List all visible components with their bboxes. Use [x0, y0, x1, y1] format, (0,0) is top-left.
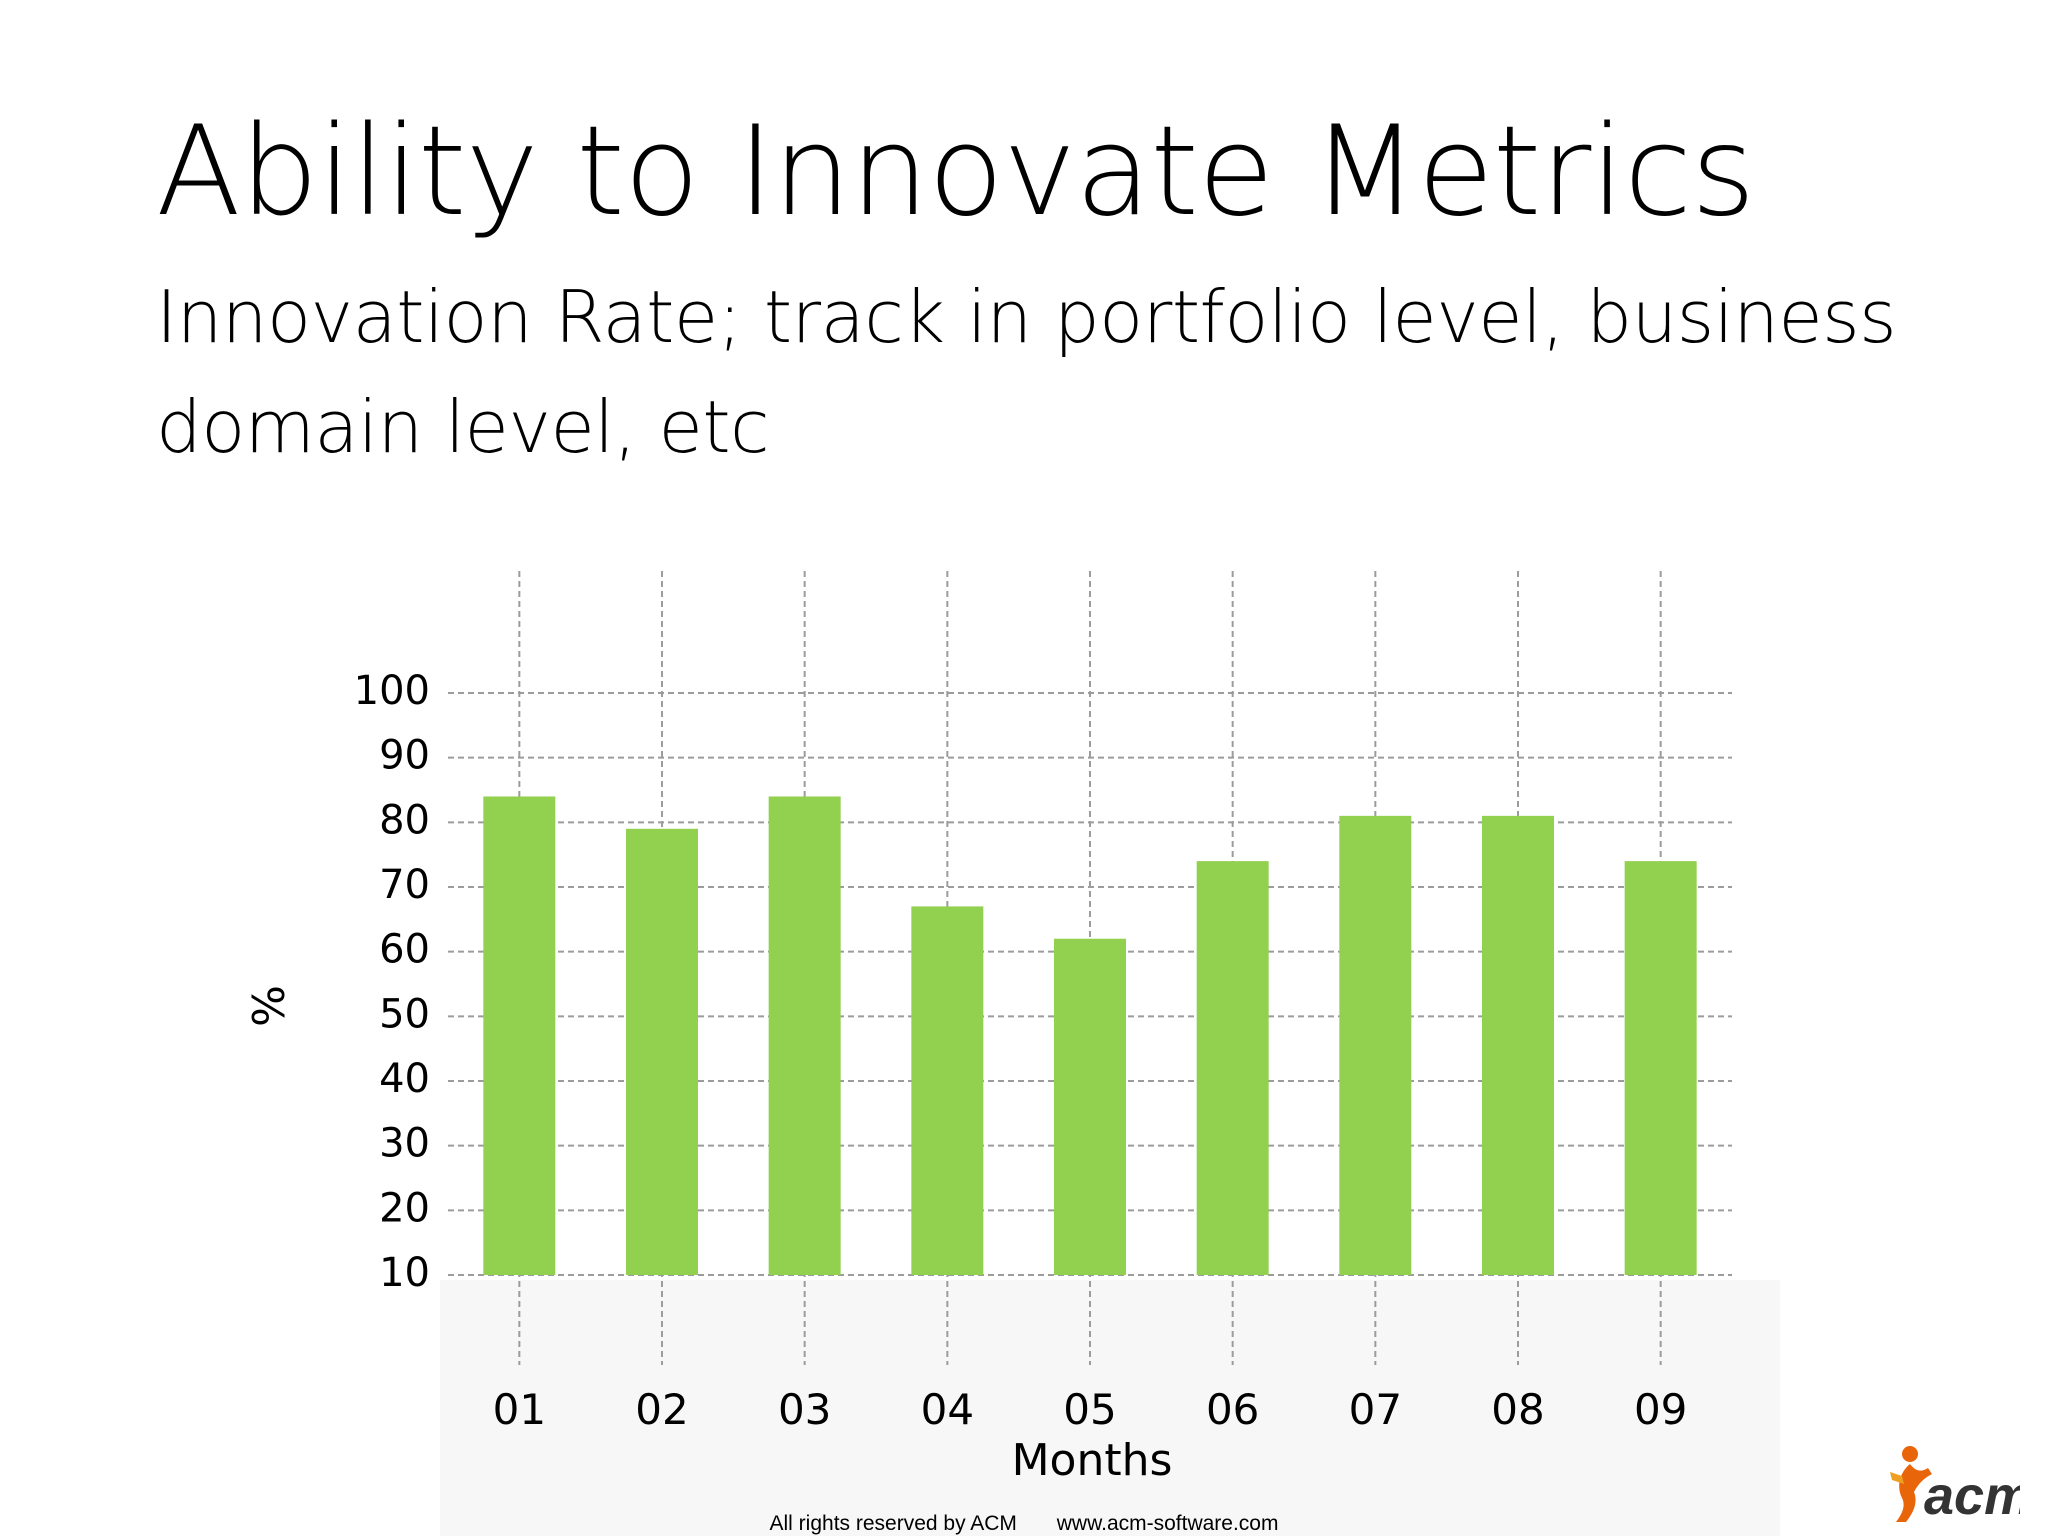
y-axis-label: %: [241, 985, 292, 1027]
x-tick-label: 02: [635, 1385, 688, 1434]
footer: All rights reserved by ACM www.acm-softw…: [0, 1512, 2048, 1536]
y-tick-label: 70: [379, 862, 430, 908]
y-tick-label: 10: [379, 1250, 430, 1296]
acm-logo: acm: [1890, 1446, 2020, 1526]
x-tick-label: 01: [493, 1385, 546, 1434]
x-tick-label: 06: [1206, 1385, 1259, 1434]
y-tick-label: 100: [354, 668, 430, 714]
bar-month-05: [1054, 938, 1126, 1275]
bar-month-09: [1624, 861, 1697, 1275]
plot-background: [440, 1280, 1780, 1536]
x-tick-label: 03: [778, 1385, 831, 1434]
x-tick-label: 04: [921, 1385, 974, 1434]
footer-rights: All rights reserved by ACM: [769, 1512, 1017, 1535]
x-axis-label: Months: [1012, 1435, 1173, 1486]
y-tick-label: 20: [379, 1185, 430, 1231]
slide-title: Ability to Innovate Metrics: [156, 100, 1756, 244]
slide-subtitle: Innovation Rate; track in portfolio leve…: [156, 275, 1897, 469]
bar-month-01: [483, 796, 556, 1275]
x-tick-labels: 01 02 03 04 05 06 07 08 09: [493, 1385, 1688, 1434]
y-tick-label: 90: [379, 733, 430, 779]
x-tick-label: 09: [1634, 1385, 1687, 1434]
y-tick-label: 50: [379, 991, 430, 1037]
logo-text: acm: [1924, 1466, 2020, 1526]
bar-month-07: [1339, 815, 1412, 1275]
y-tick-labels: 10 20 30 40 50 60 70 80 90 100: [354, 668, 430, 1296]
bar-month-04: [911, 906, 984, 1275]
bar-month-06: [1196, 861, 1269, 1275]
x-tick-label: 07: [1349, 1385, 1402, 1434]
bars: [483, 796, 1697, 1275]
y-tick-label: 40: [379, 1056, 430, 1102]
bar-month-08: [1482, 815, 1554, 1275]
x-tick-label: 08: [1491, 1385, 1544, 1434]
x-tick-label: 05: [1063, 1385, 1116, 1434]
y-tick-label: 60: [379, 927, 430, 973]
footer-website[interactable]: www.acm-software.com: [1056, 1512, 1279, 1535]
bar-month-02: [626, 828, 698, 1275]
y-tick-label: 80: [379, 797, 430, 843]
bar-month-03: [768, 796, 841, 1275]
y-tick-label: 30: [379, 1121, 430, 1167]
acm-figure-icon: [1890, 1446, 1932, 1522]
